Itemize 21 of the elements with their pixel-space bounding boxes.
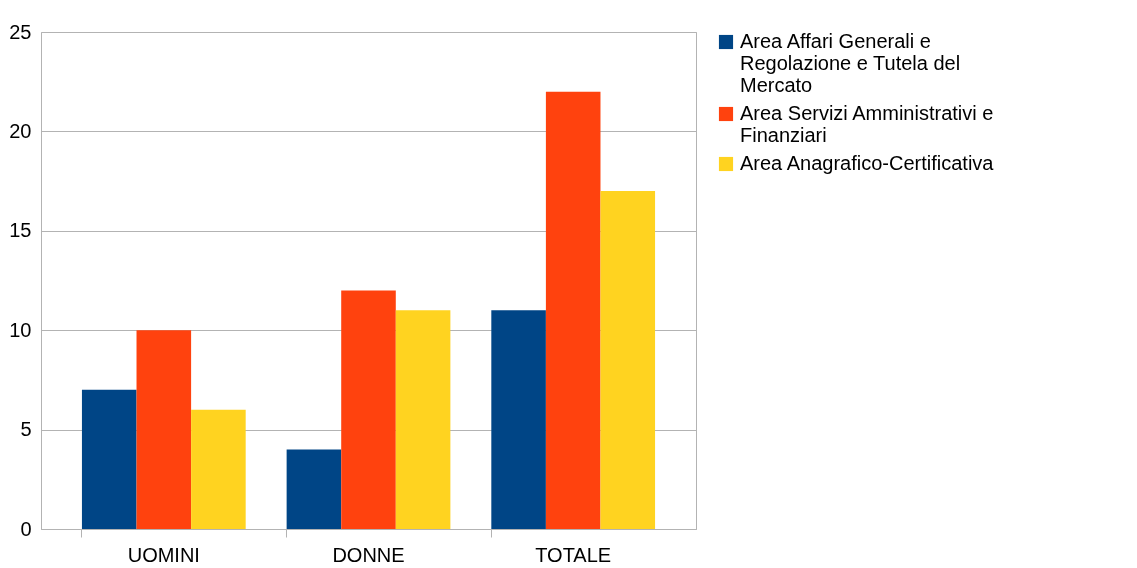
bar [545, 91, 601, 529]
legend-label: Area Anagrafico-Certificativa [740, 152, 995, 174]
y-tick-label: 5 [20, 418, 32, 441]
bar [491, 310, 546, 529]
bar [81, 389, 137, 529]
bar [341, 290, 396, 529]
legend-label: Area Affari Generali e Regolazione e Tutela del Mercato [740, 30, 961, 96]
bar [286, 449, 342, 529]
x-tick-label: UOMINI [127, 543, 200, 566]
y-tick-label: 25 [9, 20, 32, 43]
x-tick-label: DONNE [332, 543, 405, 566]
y-tick-label: 20 [9, 119, 32, 142]
bar [600, 191, 656, 529]
y-tick-label: 10 [9, 318, 32, 341]
legend-label: Area Servizi Amministrativi e Finanziari [740, 102, 994, 146]
bar [191, 409, 246, 529]
y-tick-label: 0 [20, 517, 32, 540]
x-tick-label: TOTALE [535, 543, 612, 566]
bar [395, 310, 451, 529]
y-tick-label: 15 [9, 219, 32, 242]
bar [136, 330, 192, 529]
